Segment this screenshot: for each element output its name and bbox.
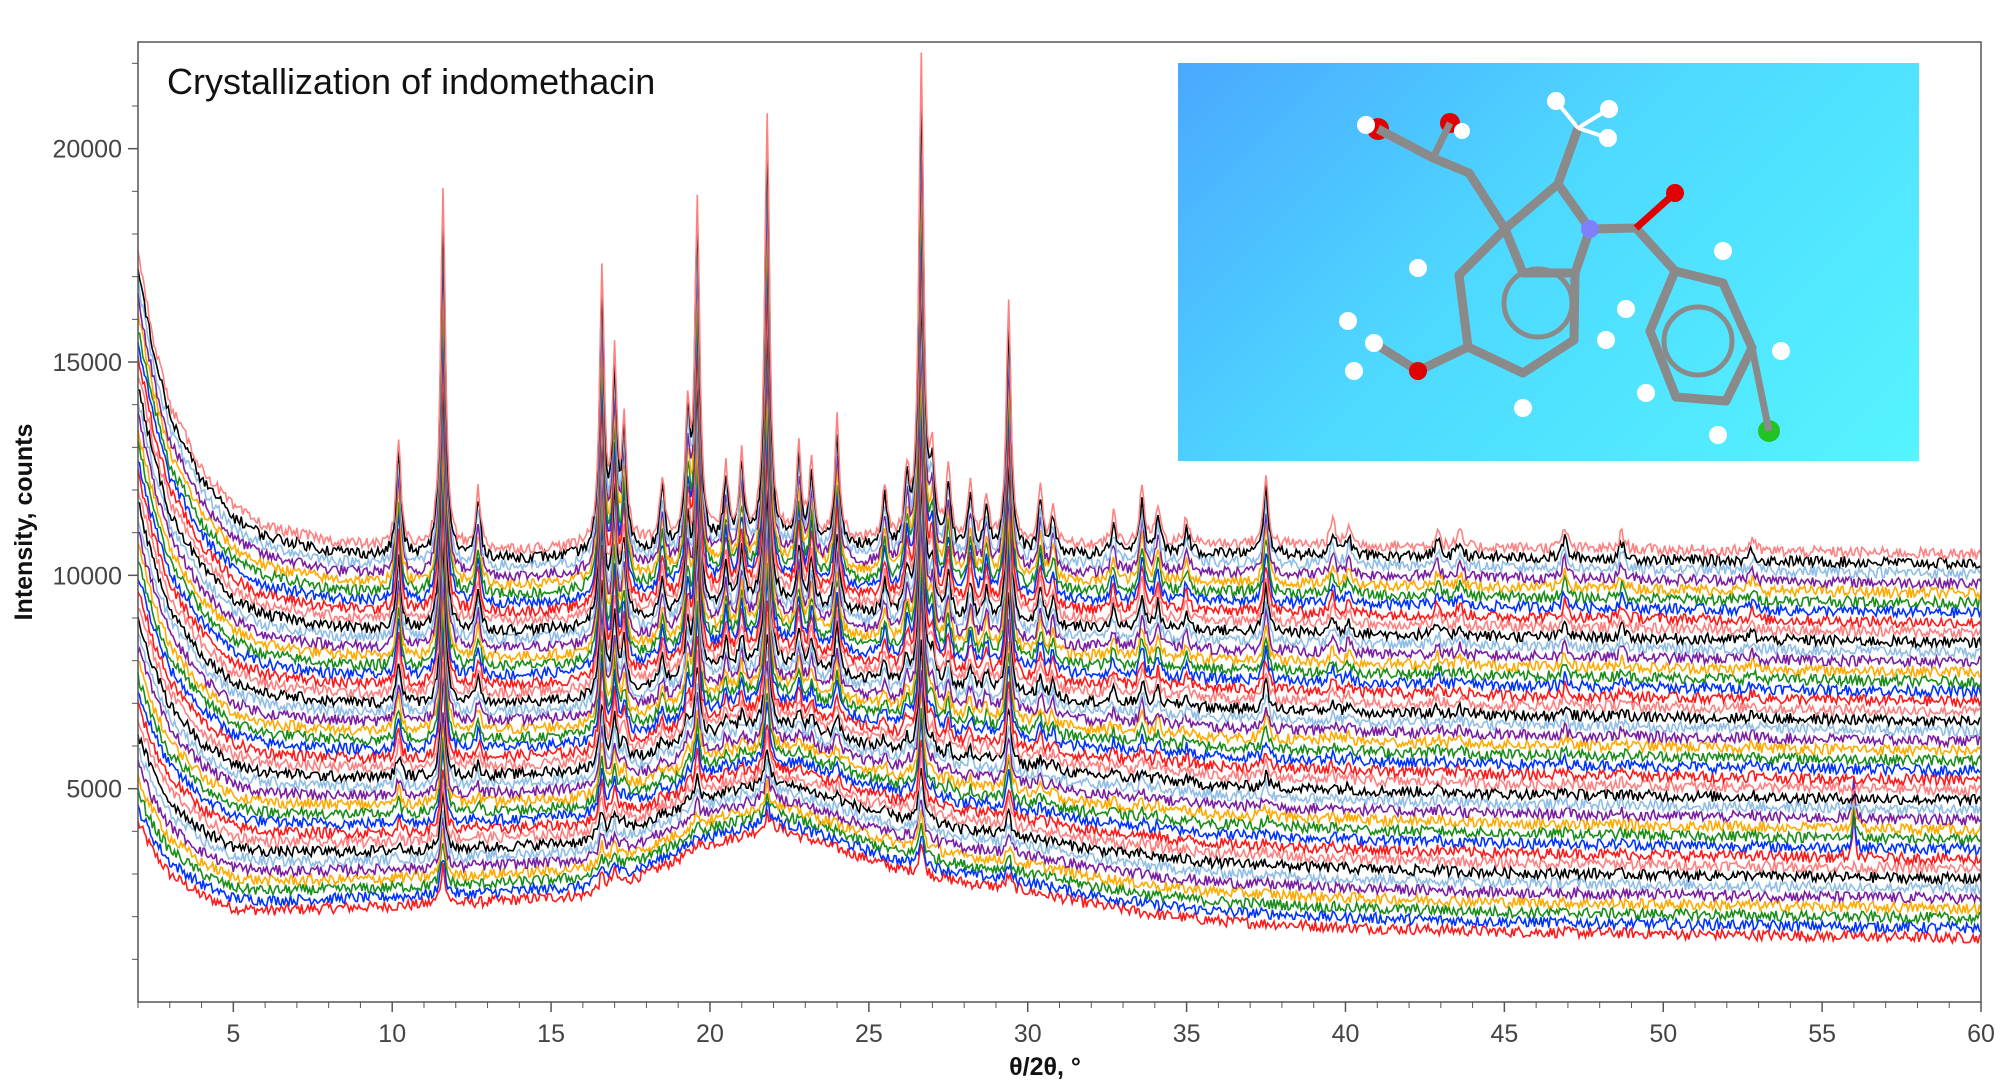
y-axis: 5000 10000 15000 20000 xyxy=(52,62,138,960)
molecule-inset xyxy=(1178,63,1919,461)
x-tick-label: 60 xyxy=(1967,1020,1995,1048)
x-tick-label: 10 xyxy=(378,1020,406,1048)
x-axis-label: θ/2θ, ° xyxy=(1009,1053,1081,1081)
y-axis-label: Intensity, counts xyxy=(10,424,38,621)
series-line-2 xyxy=(137,800,1982,935)
x-axis: 5 10 15 20 25 30 35 40 45 50 55 60 xyxy=(137,1002,1995,1048)
nitrogen-atom xyxy=(1581,220,1599,238)
x-tick-label: 20 xyxy=(696,1020,724,1048)
y-tick-label: 5000 xyxy=(66,776,122,804)
x-tick-label: 30 xyxy=(1014,1020,1042,1048)
x-tick-label: 5 xyxy=(226,1020,240,1048)
y-tick-label: 20000 xyxy=(52,136,122,164)
series-line-7 xyxy=(137,734,1982,886)
series-line-13 xyxy=(137,645,1982,827)
series-line-8 xyxy=(137,720,1982,876)
indomethacin-molecule-icon xyxy=(1339,92,1790,444)
x-tick-label: 45 xyxy=(1490,1020,1518,1048)
series-line-10 xyxy=(137,691,1982,857)
x-tick-label: 25 xyxy=(855,1020,883,1048)
x-tick-label: 40 xyxy=(1332,1020,1360,1048)
series-line-12 xyxy=(137,660,1982,838)
x-tick-label: 15 xyxy=(537,1020,565,1048)
x-tick-label: 55 xyxy=(1808,1020,1836,1048)
y-tick-label: 15000 xyxy=(52,349,122,377)
chart-title: Crystallization of indomethacin xyxy=(167,61,655,102)
series-line-5 xyxy=(137,759,1982,905)
x-tick-label: 35 xyxy=(1173,1020,1201,1048)
series-line-40 xyxy=(137,52,1982,562)
series-line-6 xyxy=(137,747,1982,896)
y-tick-label: 10000 xyxy=(52,562,122,590)
x-tick-label: 50 xyxy=(1649,1020,1677,1048)
series-line-1 xyxy=(137,809,1982,946)
series-line-3 xyxy=(137,788,1982,926)
series-line-4 xyxy=(137,774,1982,916)
series-group xyxy=(137,52,1982,946)
oxygen-atom-2 xyxy=(1409,362,1427,380)
